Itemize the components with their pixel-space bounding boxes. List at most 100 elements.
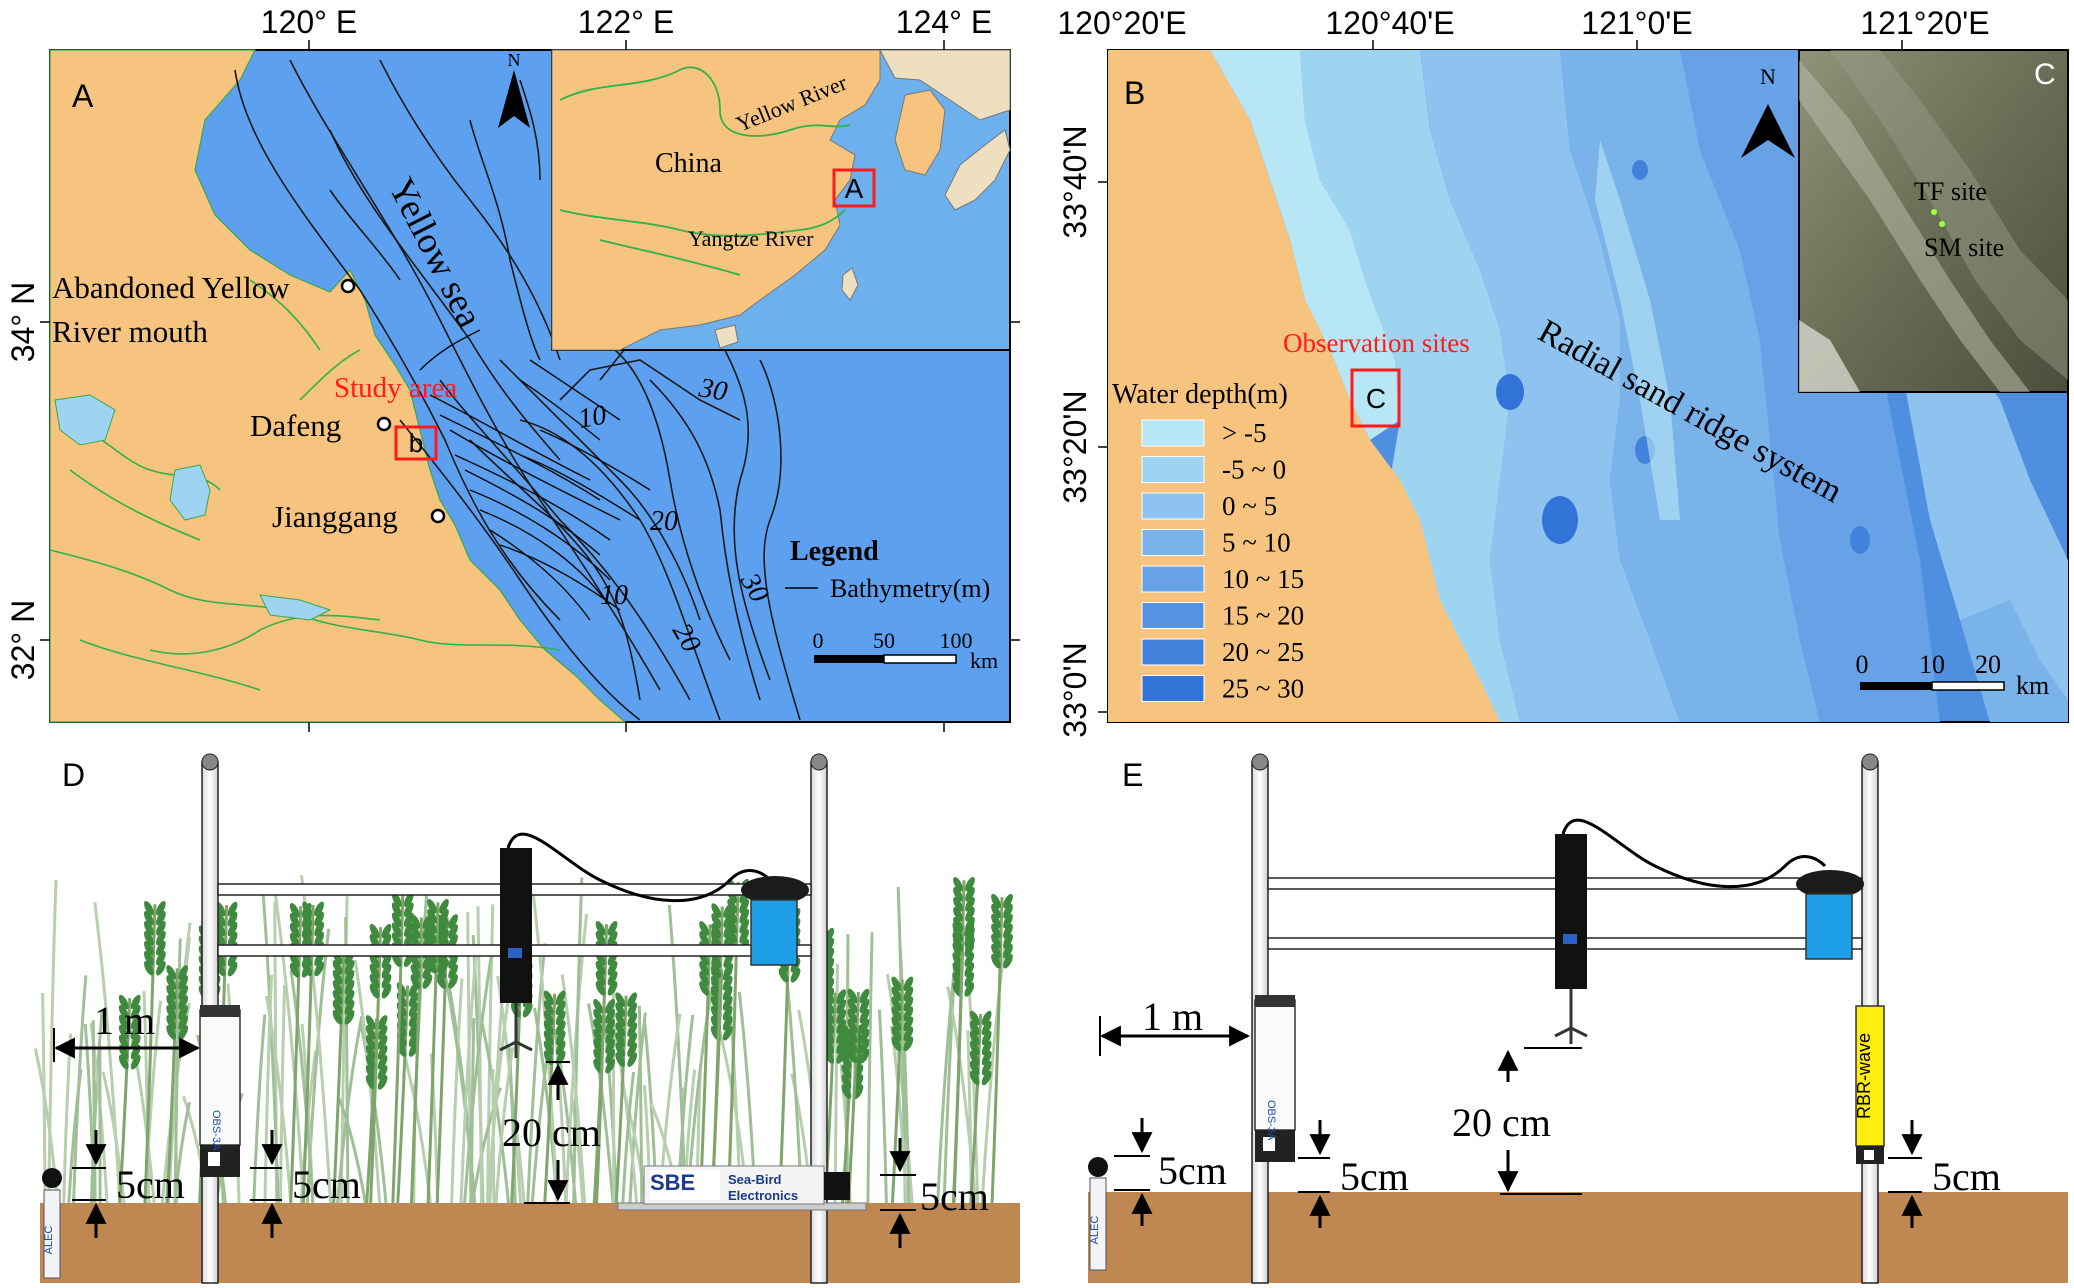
grass-spikelet (969, 1060, 980, 1076)
panel-d: D OBS-3A ALEC SBE Sea- (33, 753, 1020, 1284)
grass-spikelet (891, 1016, 902, 1032)
grass-spikelet (891, 986, 902, 1002)
panel-b-lat-33-20: 33°20'N (1057, 390, 1093, 503)
panel-b-axis (1098, 40, 1903, 713)
satellite-dark-strip (1830, 50, 2068, 380)
grass-stem (118, 998, 132, 1206)
panel-e-20cm-label: 20 cm (1452, 1100, 1551, 1145)
inset-land (551, 49, 881, 351)
panel-b-scale-bar: 0 10 20 km (1856, 650, 2050, 700)
grass-spikelet (739, 918, 750, 934)
grass-spikelet (711, 933, 722, 948)
grass-spikelet (953, 907, 963, 922)
panel-b-depth-band-6 (1900, 340, 2068, 722)
grass-spikelet (439, 959, 449, 974)
panel-a-axis (40, 40, 1020, 732)
grass-spikelet (344, 1000, 355, 1015)
grass-spikelet (903, 1006, 914, 1022)
panel-e-logger-cap (1796, 870, 1864, 898)
grass-spikelet (710, 985, 721, 1001)
grass-spikelet (699, 971, 709, 986)
grass-spikelet (981, 1070, 992, 1086)
grass-spikelet (859, 988, 870, 1004)
panel-d-adv-probe (499, 1040, 533, 1058)
depth-legend-label: 15 ~ 20 (1222, 601, 1304, 631)
grass-spikelet (841, 1074, 852, 1089)
grass-spikelet (332, 960, 343, 975)
panel-d-logger-body (750, 899, 798, 966)
grass-spikelet (178, 965, 189, 980)
grass-spikelet (410, 964, 421, 979)
panel-e-5cm-left: 5cm (1158, 1148, 1227, 1193)
place-jianggang: Jianggang (272, 499, 398, 534)
panel-d-sbe-logo-box (650, 1170, 720, 1200)
grass-spikelet (369, 973, 380, 989)
grass-spikelet (903, 986, 914, 1002)
grass-spikelet (344, 1010, 355, 1025)
grass-spikelet (903, 996, 914, 1012)
panel-e-alec-body (1089, 1177, 1107, 1271)
grass-stem (890, 979, 904, 1206)
panel-a: A China Yellow River Yangtze River N Aba… (5, 4, 1020, 732)
grass-spikelet (403, 922, 414, 937)
observation-sites-box (1350, 368, 1401, 428)
panel-d-vegetation (33, 875, 1013, 1206)
panel-d-label: D (62, 757, 85, 793)
grass-spikelet (859, 1008, 870, 1024)
inset-location-box-a (832, 168, 876, 208)
grass-spikelet (555, 1010, 566, 1026)
grass-spikelet (422, 954, 433, 969)
grass-spikelet (344, 960, 355, 975)
grass-spikelet (365, 1015, 376, 1030)
grass-spikelet (408, 1032, 419, 1047)
grass-spikelet (302, 921, 313, 937)
grass-spikelet (422, 924, 433, 939)
grass-spikelet (332, 1010, 343, 1025)
inset-hainan (714, 324, 739, 349)
grass-spikelet (144, 920, 154, 936)
marker-jianggang (430, 508, 446, 524)
panel-e-label: E (1122, 757, 1143, 793)
grass-spikelet (953, 887, 963, 902)
grass-spikelet (448, 954, 458, 969)
grass-spikelet (543, 1020, 554, 1036)
panel-d-alec-sensor (42, 1168, 62, 1188)
panel-e-5cm-right: 5cm (1932, 1154, 2001, 1199)
sm-site-label: SM site (1924, 233, 2004, 262)
grass-spikelet (981, 1060, 992, 1076)
grass-spikelet (227, 961, 238, 977)
grass-spikelet (605, 1008, 615, 1024)
grass-spikelet (607, 921, 618, 936)
satellite-inset-label: C (2034, 58, 2056, 91)
grass-spikelet (969, 1030, 980, 1046)
study-area-label: Study area (334, 372, 457, 404)
grass-spikelet (969, 1070, 980, 1086)
grass-spikelet (1003, 893, 1013, 909)
grass-stem (301, 904, 315, 1206)
depth-legend-swatch (1141, 675, 1205, 702)
tf-site-label: TF site (1914, 177, 1987, 206)
grass-spikelet (722, 985, 733, 1001)
grass-spikelet (847, 1008, 858, 1024)
grass-spikelet (408, 992, 419, 1007)
grass-spikelet (130, 994, 141, 1010)
grass-spikelet (627, 1022, 638, 1037)
panel-a-sand-ridges (419, 329, 651, 621)
grass-spikelet (178, 975, 189, 990)
grass-spikelet (439, 909, 449, 924)
grass-spikelet (365, 1025, 376, 1040)
grass-spikelet (156, 950, 166, 966)
grass-spikelet (607, 981, 618, 996)
grass-spikelet (302, 961, 313, 977)
grass-spikelet (595, 981, 606, 996)
bathy-label-10-lower: 10 (600, 580, 628, 611)
grass-spikelet (314, 911, 325, 927)
grass-spikelet (953, 937, 963, 952)
panel-e-obs-top (1255, 995, 1295, 1007)
grass-spikelet (543, 1040, 554, 1056)
grass-spikelet (615, 1042, 626, 1057)
grass-spikelet (615, 1002, 626, 1017)
grass-spikelet (227, 921, 238, 937)
panel-e: E OBS-3A ALEC RBR-wave 1 m 2 (1088, 753, 2068, 1284)
grass-spikelet (448, 974, 458, 989)
